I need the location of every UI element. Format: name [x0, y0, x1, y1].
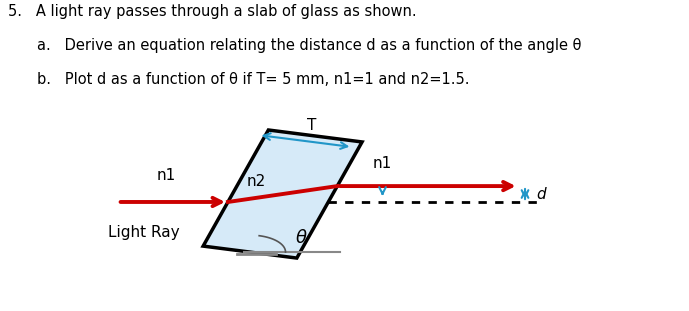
Text: Light Ray: Light Ray — [107, 225, 179, 240]
Text: 5.   A light ray passes through a slab of glass as shown.: 5. A light ray passes through a slab of … — [8, 4, 416, 20]
Text: n2: n2 — [247, 174, 267, 189]
Text: $\theta$: $\theta$ — [295, 230, 308, 248]
Polygon shape — [203, 130, 362, 258]
Text: d: d — [537, 187, 546, 202]
Text: b.   Plot d as a function of θ if T= 5 mm, n1=1 and n2=1.5.: b. Plot d as a function of θ if T= 5 mm,… — [37, 72, 469, 87]
Text: n1: n1 — [156, 169, 176, 183]
Text: T: T — [307, 118, 316, 133]
Text: a.   Derive an equation relating the distance d as a function of the angle θ: a. Derive an equation relating the dista… — [37, 38, 582, 53]
Text: n1: n1 — [373, 156, 392, 171]
